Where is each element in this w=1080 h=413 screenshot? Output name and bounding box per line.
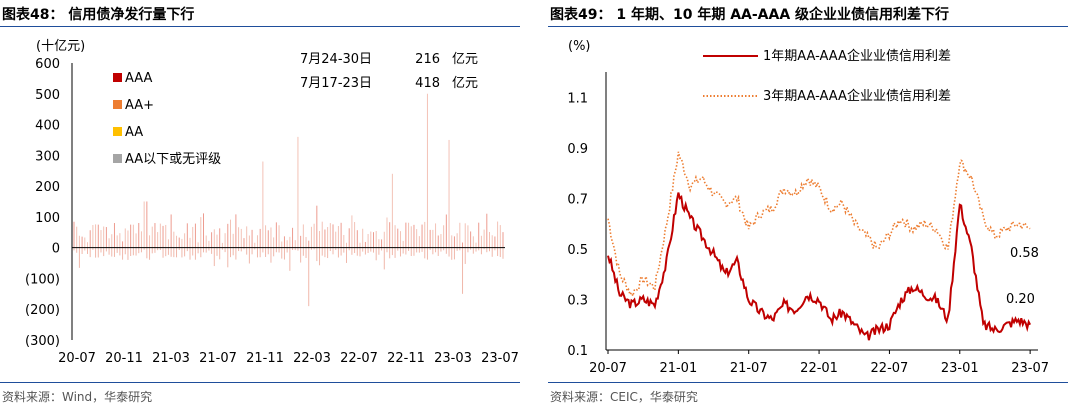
left-x-tick-label: 21-03: [152, 351, 190, 366]
left-source-rule: [0, 382, 520, 383]
left-annotation-unit: 亿元: [452, 52, 478, 67]
left-y-tick-label: (100): [25, 272, 60, 287]
left-x-tick-label: 23-07: [481, 351, 519, 366]
left-annotation-unit: 亿元: [452, 76, 478, 91]
right-end-value-label: 0.20: [1006, 292, 1035, 307]
left-x-tick-label: 22-03: [293, 351, 331, 366]
right-x-tick-label: 23-01: [941, 361, 979, 376]
right-y-tick-label: 0.9: [567, 142, 588, 157]
left-y-tick-label: 400: [35, 119, 60, 134]
right-legend-label: 1年期AA-AAA企业业债信用利差: [763, 48, 951, 64]
left-legend-swatch: [113, 100, 122, 109]
right-legend-label: 3年期AA-AAA企业业债信用利差: [763, 88, 951, 104]
left-y-tick-label: (200): [25, 303, 60, 318]
left-x-tick-label: 21-11: [246, 351, 284, 366]
right-x-tick-label: 21-07: [730, 361, 768, 376]
right-y-tick-label: 0.3: [567, 293, 588, 308]
left-x-tick-label: 20-07: [58, 351, 96, 366]
right-unit-label: (%): [568, 39, 591, 54]
right-source-note: 资料来源：CEIC，华泰研究: [550, 390, 698, 404]
left-bars: [73, 93, 504, 307]
right-x-tick-label: 20-07: [589, 361, 627, 376]
right-x-tick-label: 22-01: [800, 361, 838, 376]
left-chart-title: 图表48： 信用债净发行量下行: [2, 7, 195, 23]
spread-1y-line: [607, 192, 1031, 341]
left-y-tick-label: 500: [35, 88, 60, 103]
left-chart-panel: 图表48： 信用债净发行量下行 (十亿元) 600 500 400 300 200 100 0…: [0, 0, 525, 413]
left-x-tick-label: 20-11: [105, 351, 143, 366]
right-y-tick-label: 0.7: [567, 192, 588, 207]
credit-spread-line-chart: (%) 1.1 0.9 0.7 0.5 0.3 0.120-07 21-01 21-07 22-0…: [567, 39, 1049, 376]
left-legend-label: AA: [125, 125, 143, 140]
left-y-tick-label: 600: [35, 57, 60, 72]
right-chart-title: 图表49： 1 年期、10 年期 AA-AAA 级企业业债信用利差下行: [550, 7, 950, 23]
left-x-tick-label: 22-07: [340, 351, 378, 366]
left-source-note: 资料来源：Wind，华泰研究: [2, 390, 153, 404]
left-y-tick-label: (300): [25, 334, 60, 349]
left-legend-swatch: [113, 154, 122, 163]
net-issuance-bar-chart: (十亿元) 600 500 400 300 200 100 0 (100) (200) (300) 2…: [25, 39, 519, 366]
right-chart-panel: 图表49： 1 年期、10 年期 AA-AAA 级企业业债信用利差下行 (%) 1…: [548, 0, 1073, 413]
left-legend-label: AA以下或无评级: [125, 152, 221, 167]
right-source-rule: [548, 382, 1068, 383]
spread-3y-line: [607, 151, 1031, 299]
left-legend-label: AA+: [125, 98, 154, 113]
left-x-tick-label: 21-07: [199, 351, 237, 366]
left-y-tick-label: 300: [35, 149, 60, 164]
right-y-tick-label: 0.1: [567, 344, 588, 359]
right-title-rule: [548, 26, 1068, 27]
left-y-tick-label: 0: [52, 242, 60, 257]
left-y-tick-label: 200: [35, 180, 60, 195]
right-x-tick-label: 21-01: [659, 361, 697, 376]
left-annotation-value: 418: [415, 76, 440, 91]
right-y-tick-label: 1.1: [567, 91, 588, 106]
left-legend-label: AAA: [125, 71, 153, 86]
left-annotation-period: 7月24-30日: [300, 52, 372, 67]
left-y-tick-label: 100: [35, 211, 60, 226]
left-title-rule: [0, 26, 520, 27]
left-legend-swatch: [113, 73, 122, 82]
right-end-value-label: 0.58: [1010, 246, 1039, 261]
left-x-tick-label: 22-11: [387, 351, 425, 366]
left-annotation-period: 7月17-23日: [300, 76, 372, 91]
left-annotation-value: 216: [415, 52, 440, 67]
left-x-tick-label: 23-03: [434, 351, 472, 366]
right-x-tick-label: 23-07: [1011, 361, 1049, 376]
left-legend-swatch: [113, 127, 122, 136]
right-x-tick-label: 22-07: [871, 361, 909, 376]
right-y-tick-label: 0.5: [567, 243, 588, 258]
left-unit-label: (十亿元): [36, 39, 85, 54]
